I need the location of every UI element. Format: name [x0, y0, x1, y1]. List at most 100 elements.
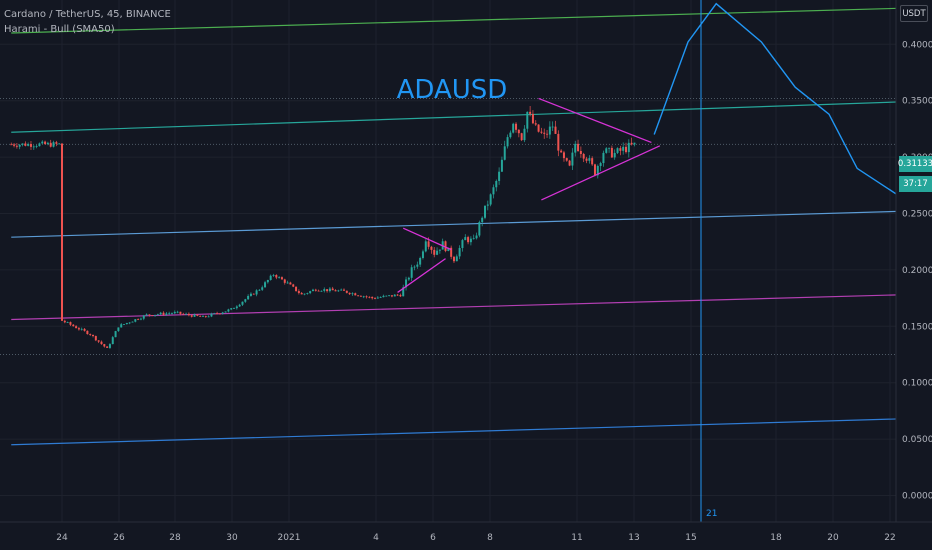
candle-body — [540, 131, 543, 133]
candle-body — [49, 142, 52, 147]
candle-body — [531, 113, 534, 124]
candle-body — [168, 313, 171, 315]
triangle-line[interactable] — [402, 227, 452, 251]
candle-body — [498, 171, 501, 181]
blue-channel-mid-line[interactable] — [11, 210, 903, 238]
candle-body — [359, 295, 362, 297]
candle-body — [602, 152, 605, 164]
candle-body — [486, 204, 489, 206]
candle-body — [323, 289, 326, 291]
candle-body — [55, 142, 58, 144]
candle-body — [83, 328, 86, 331]
time-tick-label: 18 — [770, 533, 782, 543]
triangle-line[interactable] — [538, 97, 652, 144]
candle-body — [554, 126, 557, 134]
blue-channel-low-line[interactable] — [11, 418, 903, 446]
candle-body — [61, 143, 63, 321]
candle-body — [117, 327, 120, 332]
candle-body — [537, 124, 540, 132]
time-axis[interactable] — [0, 522, 932, 550]
price-axis[interactable] — [896, 0, 932, 522]
time-tick-label: 13 — [628, 533, 639, 543]
candle-body — [303, 293, 306, 295]
candle-body — [562, 152, 565, 159]
candle-body — [32, 146, 35, 148]
candle-body — [289, 282, 292, 285]
candle-body — [139, 318, 142, 320]
candle-body — [430, 246, 433, 250]
crosshair-date-label: 21 — [706, 509, 717, 519]
candle-body — [230, 308, 233, 310]
candle-body — [630, 142, 633, 145]
candle-body — [328, 288, 331, 292]
candle-body — [207, 316, 210, 318]
candle-body — [235, 306, 238, 309]
indicator-label[interactable]: Harami - Bull (SMA50) — [4, 24, 115, 35]
candle-body — [21, 143, 24, 145]
candle-body — [190, 315, 193, 317]
candle-body — [413, 266, 416, 268]
candle-body — [467, 237, 470, 243]
time-tick-label: 20 — [827, 533, 839, 543]
time-tick-label: 15 — [685, 533, 696, 543]
time-tick-label: 24 — [56, 533, 68, 543]
candle-body — [464, 237, 467, 241]
candle-body — [427, 241, 430, 247]
candle-body — [86, 330, 89, 335]
green-channel-top-line[interactable] — [11, 7, 903, 34]
candle-body — [557, 133, 560, 151]
candle-body — [89, 334, 92, 335]
candle-body — [565, 158, 568, 161]
projection-path[interactable] — [653, 2, 929, 196]
candle-body — [123, 324, 126, 325]
candle-body — [241, 301, 244, 305]
triangle-line[interactable] — [541, 145, 661, 201]
candle-body — [134, 319, 137, 322]
candle-body — [351, 293, 354, 295]
candle-body — [433, 249, 436, 255]
time-tick-label: 8 — [487, 533, 493, 543]
candle-body — [376, 297, 379, 299]
candle-body — [382, 295, 385, 298]
currency-button[interactable]: USDT — [900, 5, 928, 22]
candle-body — [625, 146, 627, 153]
candle-body — [238, 304, 241, 307]
candle-body — [582, 153, 585, 159]
candle-body — [503, 146, 506, 160]
candle-body — [221, 312, 224, 314]
candle-body — [278, 277, 281, 278]
candle-body — [38, 143, 41, 147]
candle-body — [345, 290, 348, 293]
candle-body — [151, 315, 154, 317]
trendlines — [11, 7, 903, 446]
candle-body — [196, 314, 199, 316]
candle-body — [173, 311, 176, 314]
magenta-support-line[interactable] — [11, 294, 903, 321]
candle-body — [18, 144, 21, 147]
candle-body — [66, 322, 69, 323]
candle-body — [311, 289, 314, 292]
candle-body — [475, 235, 478, 239]
triangle-line[interactable] — [397, 258, 446, 293]
teal-channel-upper-line[interactable] — [11, 101, 903, 133]
candle-body — [492, 187, 495, 195]
candle-body — [297, 291, 300, 293]
candle-body — [588, 158, 591, 161]
candle-body — [185, 313, 188, 315]
candle-body — [495, 180, 498, 188]
candle-body — [619, 148, 622, 151]
candle-body — [77, 328, 80, 330]
symbol-title[interactable]: Cardano / TetherUS, 45, BINANCE — [4, 9, 171, 20]
candle-body — [517, 129, 520, 134]
candle-body — [509, 132, 512, 138]
candle-body — [343, 289, 345, 291]
candle-body — [148, 314, 151, 316]
candle-body — [97, 340, 100, 342]
candle-body — [396, 294, 399, 296]
candle-body — [154, 314, 157, 316]
candle-body — [114, 331, 117, 338]
candle-body — [176, 311, 179, 313]
